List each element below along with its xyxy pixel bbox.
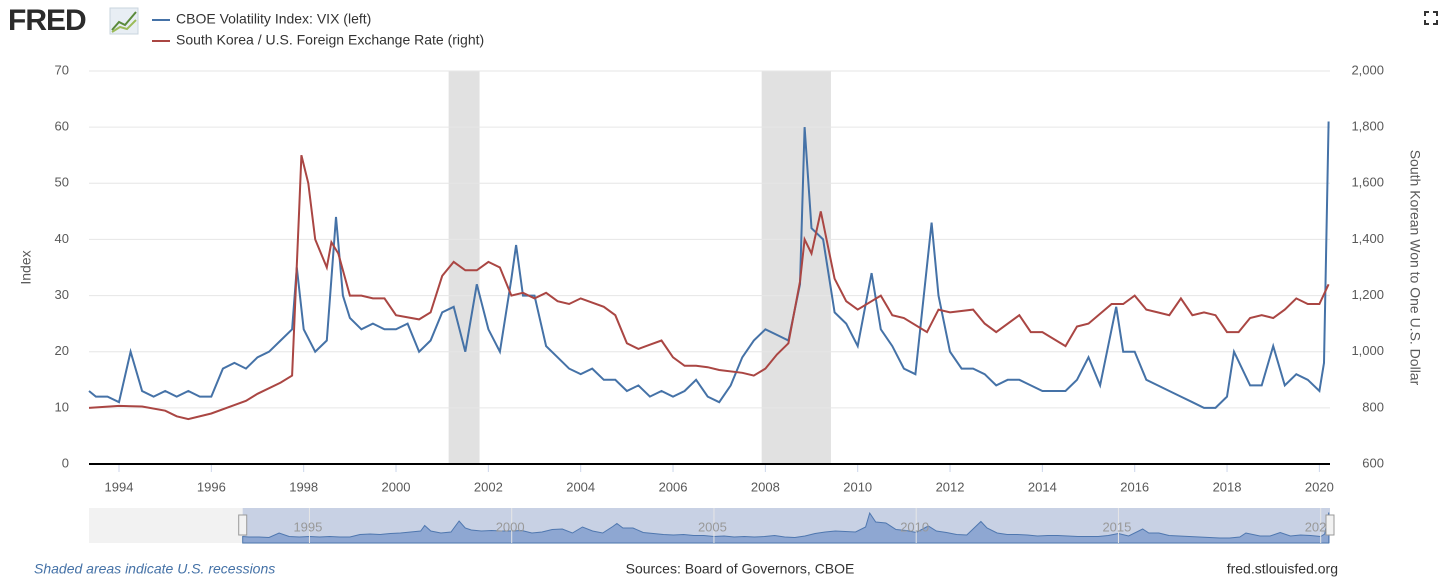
y2-tick-label: 1,200 (1351, 287, 1384, 302)
y2-tick-label: 1,000 (1351, 343, 1384, 358)
navigator-tick-label: 2000 (496, 519, 525, 534)
y2-tick-label: 2,000 (1351, 62, 1384, 77)
y-tick-label: 20 (55, 343, 69, 358)
footer-center: Sources: Board of Governors, CBOE (626, 561, 855, 577)
x-tick-label: 2020 (1305, 479, 1334, 494)
legend-label: South Korea / U.S. Foreign Exchange Rate… (176, 32, 484, 48)
y2-tick-label: 600 (1362, 455, 1384, 470)
navigator-handle[interactable] (238, 514, 248, 536)
y-tick-label: 40 (55, 231, 69, 246)
navigator-handle-box (1325, 514, 1335, 536)
y2-tick-label: 1,800 (1351, 119, 1384, 134)
x-tick-label: 1998 (289, 479, 318, 494)
y2-axis-label: South Korean Won to One U.S. Dollar (1407, 150, 1423, 386)
logo-icon (109, 7, 139, 35)
y-tick-label: 50 (55, 175, 69, 190)
x-tick-label: 2000 (382, 479, 411, 494)
x-tick-label: 2010 (843, 479, 872, 494)
legend-label: CBOE Volatility Index: VIX (left) (176, 11, 371, 27)
brand-logo: FRED (8, 4, 86, 37)
recession-band (761, 71, 831, 464)
x-tick-label: 2012 (936, 479, 965, 494)
y2-tick-label: 1,600 (1351, 175, 1384, 190)
navigator-tick-label: 2015 (1102, 519, 1131, 534)
recession-band (448, 71, 480, 464)
footer-right: fred.stlouisfed.org (1227, 561, 1338, 577)
x-tick-label: 2004 (566, 479, 595, 494)
navigator-area (242, 511, 1330, 544)
y-tick-label: 30 (55, 287, 69, 302)
navigator-handle-box (238, 514, 248, 536)
x-tick-label: 2016 (1120, 479, 1149, 494)
footer-left: Shaded areas indicate U.S. recessions (34, 561, 275, 577)
series-line (88, 121, 1330, 409)
navigator-handle[interactable] (1325, 514, 1335, 536)
y-tick-label: 0 (62, 455, 69, 470)
x-tick-label: 2006 (659, 479, 688, 494)
x-tick-label: 1996 (197, 479, 226, 494)
fullscreen-icon[interactable] (1424, 11, 1438, 25)
series-line (88, 154, 1330, 421)
navigator-tick-label: 2005 (698, 519, 727, 534)
y-tick-label: 60 (55, 119, 69, 134)
y-tick-label: 10 (55, 399, 69, 414)
y-axis-label: Index (18, 250, 34, 284)
x-tick-label: 2008 (751, 479, 780, 494)
x-tick-label: 2014 (1028, 479, 1057, 494)
navigator-tick-label: 1995 (293, 519, 322, 534)
navigator-selection (242, 508, 1331, 543)
y-tick-label: 70 (55, 62, 69, 77)
y2-tick-label: 1,400 (1351, 231, 1384, 246)
x-tick-label: 2018 (1213, 479, 1242, 494)
x-tick-label: 2002 (474, 479, 503, 494)
x-tick-label: 1994 (105, 479, 134, 494)
y2-tick-label: 800 (1362, 399, 1384, 414)
navigator-tick-label: 2010 (900, 519, 929, 534)
